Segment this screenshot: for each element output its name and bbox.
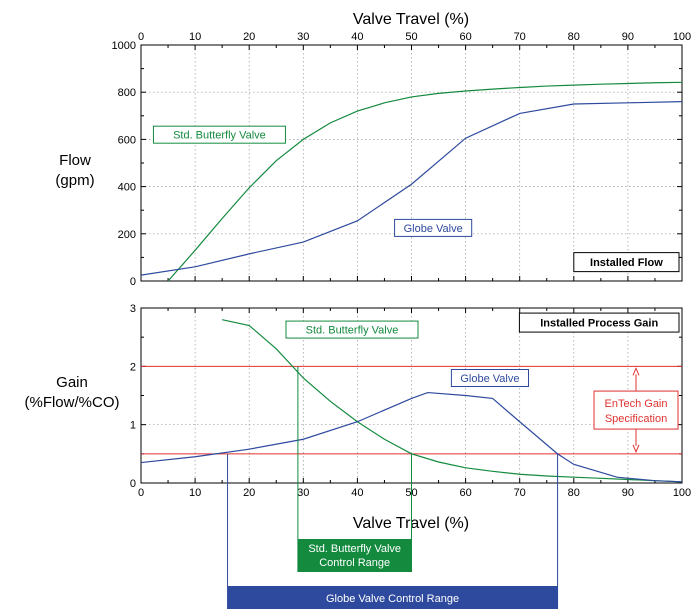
spec-label-box xyxy=(593,390,679,430)
butterfly-range-label-line2: Control Range xyxy=(319,557,390,569)
series-line-globe xyxy=(140,101,683,276)
flow-y-label-line1: Flow xyxy=(59,152,91,169)
spec-arrow-head-down xyxy=(632,444,640,454)
globe-flow-callout-label: Globe Valve xyxy=(404,223,463,235)
butterfly-flow-callout-label: Std. Butterfly Valve xyxy=(173,130,266,142)
globe-gain-callout-box xyxy=(450,369,529,387)
butterfly-gain-callout-label: Std. Butterfly Valve xyxy=(306,325,399,337)
installed-flow-box xyxy=(573,252,680,273)
y-tick-label: 200 xyxy=(118,229,136,241)
installed-gain-box xyxy=(518,312,680,333)
y-tick-label: 400 xyxy=(118,182,136,194)
x-tick-label: 0 xyxy=(138,31,144,43)
x-tick-label: 10 xyxy=(189,31,201,43)
x-tick-label: 60 xyxy=(459,487,471,499)
x-tick-label: 100 xyxy=(673,487,691,499)
y-tick-label: 3 xyxy=(130,303,136,315)
globe-flow-callout-box xyxy=(394,218,473,237)
gain-y-label-line2: (%Flow/%CO) xyxy=(24,394,119,411)
series-line-globe xyxy=(140,391,683,483)
x-tick-label: 20 xyxy=(243,31,255,43)
installed-gain-label: Installed Process Gain xyxy=(540,318,658,330)
butterfly-range-bar xyxy=(297,539,412,572)
x-tick-label: 30 xyxy=(297,487,309,499)
x-tick-label: 90 xyxy=(622,31,634,43)
x-tick-label: 20 xyxy=(243,487,255,499)
y-tick-label: 1000 xyxy=(112,40,136,52)
globe-range-bar xyxy=(227,586,558,609)
x-tick-label: 0 xyxy=(138,487,144,499)
x-tick-label: 80 xyxy=(568,31,580,43)
y-tick-label: 600 xyxy=(118,134,136,146)
x-tick-label: 30 xyxy=(297,31,309,43)
butterfly-flow-callout-box xyxy=(152,125,286,144)
y-tick-label: 1 xyxy=(130,420,136,432)
installed-flow-panel: Valve Travel (%) Flow (gpm) xyxy=(55,11,469,189)
x-tick-label: 70 xyxy=(514,31,526,43)
gain-y-label-line1: Gain xyxy=(56,374,88,391)
x-tick-label: 40 xyxy=(351,487,363,499)
x-tick-label: 60 xyxy=(459,31,471,43)
control-ranges: Std. Butterfly Valve Control Range Globe V… xyxy=(227,366,559,609)
series-line-butterfly xyxy=(222,319,683,483)
flow-y-label-line2: (gpm) xyxy=(55,172,94,189)
x-tick-label: 50 xyxy=(405,31,417,43)
y-tick-label: 0 xyxy=(130,276,136,288)
x-tick-label: 70 xyxy=(514,487,526,499)
x-tick-label: 80 xyxy=(568,487,580,499)
x-tick-label: 100 xyxy=(673,31,691,43)
y-tick-label: 0 xyxy=(130,478,136,490)
y-tick-label: 2 xyxy=(130,361,136,373)
spec-label-line1: EnTech Gain xyxy=(605,398,668,410)
x-tick-label: 40 xyxy=(351,31,363,43)
butterfly-range-label-line1: Std. Butterfly Valve xyxy=(308,543,401,555)
globe-range-label: Globe Valve Control Range xyxy=(326,593,459,605)
spec-label-line2: Specification xyxy=(605,413,667,425)
butterfly-gain-callout-box xyxy=(285,320,419,339)
x-tick-label: 10 xyxy=(189,487,201,499)
spec-arrow-head-up xyxy=(632,367,640,376)
globe-gain-callout-label: Globe Valve xyxy=(460,373,519,385)
x-tick-label: 90 xyxy=(622,487,634,499)
top-x-axis-title: Valve Travel (%) xyxy=(353,11,469,28)
installed-flow-label: Installed Flow xyxy=(590,257,663,269)
series-line-butterfly xyxy=(167,81,683,282)
y-tick-label: 800 xyxy=(118,87,136,99)
